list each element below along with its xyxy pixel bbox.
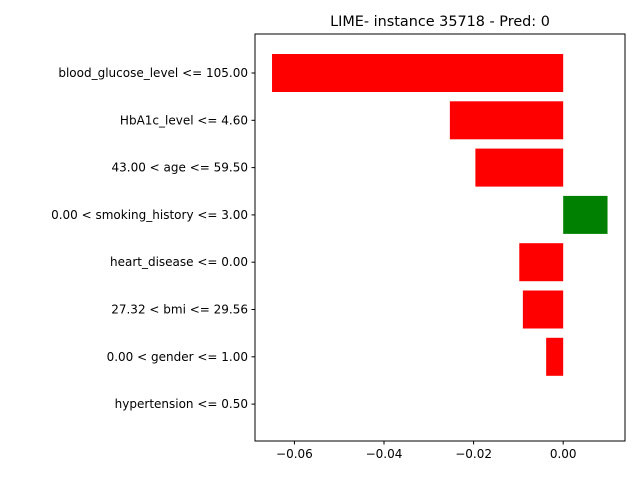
- bar-3: [563, 195, 608, 234]
- y-axis-ticks: blood_glucose_level <= 105.00 HbA1c_level…: [51, 66, 255, 411]
- x-tick-label-0: −0.06: [276, 447, 313, 461]
- y-tick-label-4: heart_disease <= 0.00: [110, 255, 248, 269]
- x-tick-label-1: −0.04: [366, 447, 403, 461]
- bars-group: [272, 54, 608, 376]
- bar-2: [475, 148, 564, 187]
- y-tick-label-3: 0.00 < smoking_history <= 3.00: [51, 208, 248, 222]
- y-tick-label-1: HbA1c_level <= 4.60: [120, 113, 248, 127]
- bar-4: [519, 243, 564, 282]
- bar-1: [449, 101, 564, 140]
- y-tick-label-7: hypertension <= 0.50: [115, 397, 248, 411]
- x-axis-ticks: −0.06 −0.04 −0.02 0.00: [276, 441, 577, 461]
- y-tick-label-0: blood_glucose_level <= 105.00: [58, 66, 248, 80]
- x-tick-label-3: 0.00: [550, 447, 577, 461]
- y-tick-label-2: 43.00 < age <= 59.50: [112, 161, 248, 175]
- bar-6: [546, 337, 564, 376]
- y-tick-label-6: 0.00 < gender <= 1.00: [107, 350, 248, 364]
- bar-5: [522, 290, 564, 329]
- plot-frame: [254, 33, 626, 442]
- y-tick-label-5: 27.32 < bmi <= 29.56: [111, 303, 248, 317]
- bar-0: [272, 54, 564, 92]
- x-tick-label-2: −0.02: [455, 447, 492, 461]
- chart-title: LIME- instance 35718 - Pred: 0: [330, 14, 550, 30]
